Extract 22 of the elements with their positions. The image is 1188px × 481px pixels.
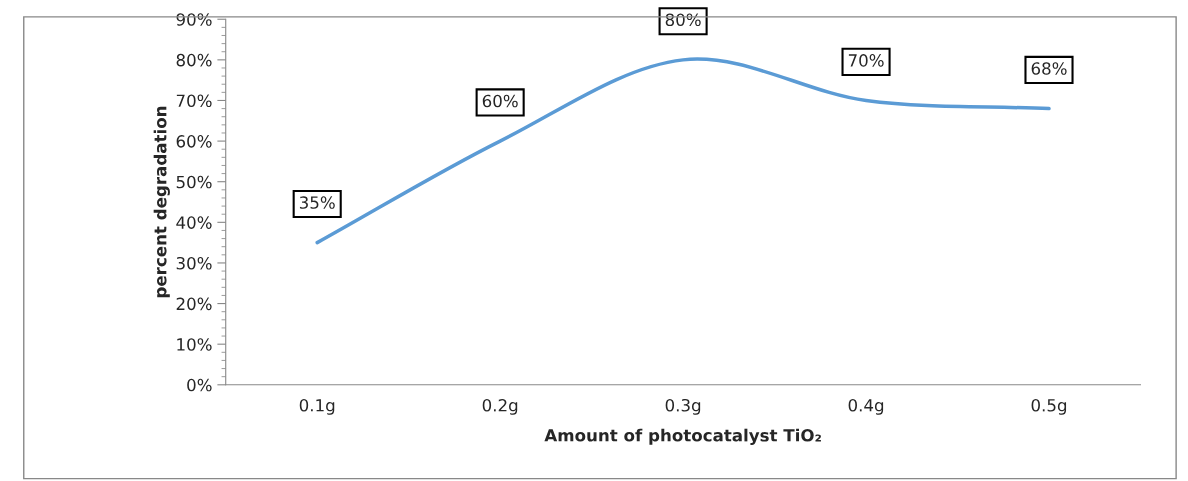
y-axis-title: percent degradation: [153, 106, 170, 298]
data-label: 70%: [848, 54, 884, 67]
y-tick-label: 20%: [176, 297, 212, 311]
x-tick-label: 0.3g: [665, 398, 701, 415]
x-tick-label: 0.2g: [482, 398, 518, 415]
y-tick-label: 10%: [177, 338, 212, 351]
y-tick-label: 70%: [176, 94, 212, 108]
y-tick-label: 90%: [176, 13, 212, 26]
data-label: 60%: [482, 94, 518, 108]
data-label: 68%: [1031, 62, 1067, 75]
y-tick-label: 80%: [176, 53, 212, 67]
y-tick-label: 50%: [176, 175, 212, 189]
data-label: 80%: [665, 13, 701, 27]
data-label: 35%: [299, 196, 335, 209]
x-axis-title: Amount of photocatalyst TiO₂: [544, 428, 821, 445]
y-tick-label: 30%: [176, 256, 212, 270]
y-tick-label: 40%: [176, 216, 212, 229]
x-tick-label: 0.4g: [848, 398, 884, 415]
y-tick-label: 0%: [187, 378, 212, 392]
y-tick-label: 60%: [176, 135, 212, 148]
x-tick-label: 0.1g: [299, 398, 335, 415]
x-tick-label: 0.5g: [1031, 398, 1067, 415]
